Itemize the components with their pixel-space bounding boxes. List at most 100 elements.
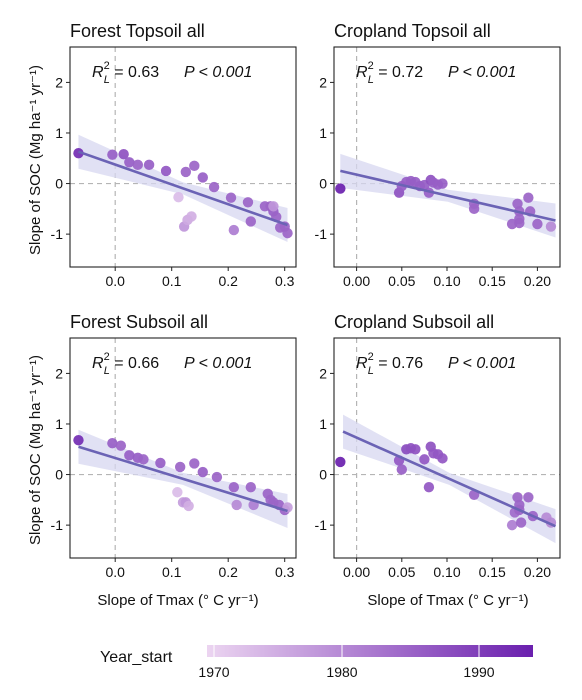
data-point [335,456,346,468]
data-point [545,221,557,232]
panel-title: Cropland Topsoil all [334,21,491,41]
y-tick-label: -1 [315,226,328,242]
y-tick-label: 0 [55,467,63,483]
data-point [172,487,183,498]
x-tick-label: 0.00 [343,564,370,580]
y-tick-label: 2 [319,74,327,90]
panel-title: Cropland Subsoil all [334,312,494,332]
x-tick-label: 0.3 [275,273,295,289]
data-point [186,211,197,222]
x-tick-label: 0.3 [275,564,295,580]
data-point [506,519,518,531]
data-point [73,148,84,159]
y-tick-label: 2 [55,365,63,381]
data-point [115,440,127,451]
y-tick-label: 1 [55,416,63,432]
r-squared-annotation: R2 L = 0.66 [92,351,159,377]
y-tick-label: -1 [51,517,64,533]
data-point [197,172,208,183]
y-tick-label: 1 [319,125,327,141]
data-point [107,149,118,160]
data-point [515,517,527,528]
data-point [180,166,192,178]
panel-forest-subsoil: Forest Subsoil all R2 L = 0.66 P < 0.001 -1 0… [51,312,297,580]
r-squared-annotation: R2 L = 0.63 [92,60,159,86]
x-tick-label: 0.20 [524,273,551,289]
legend-tick-label: 1980 [326,664,357,680]
p-value-annotation: P < 0.001 [448,355,516,372]
data-point [268,201,279,212]
data-point [245,481,256,493]
regression-line [340,169,556,222]
data-point [410,444,421,455]
r-squared-annotation: R2 L = 0.72 [356,60,423,86]
data-point [118,149,129,160]
regression-line [78,150,288,227]
y-tick-label: 0 [55,176,63,192]
data-point [419,454,430,465]
p-value-annotation: P < 0.001 [448,64,516,81]
data-point [228,481,240,493]
x-tick-label: 0.10 [433,564,460,580]
y-tick-label: -1 [51,226,64,242]
data-point [155,457,166,469]
data-point [523,192,534,203]
data-point [335,183,346,194]
y-tick-label: 0 [319,176,327,192]
y-tick-label: 1 [55,125,63,141]
x-tick-label: 0.10 [433,273,460,289]
data-point [189,458,200,469]
data-point [245,216,256,227]
panel-title: Forest Subsoil all [70,312,208,332]
y-axis-label-bottom: Slope of SOC (Mg ha⁻¹ yr⁻¹) [27,355,44,545]
data-point [242,197,254,208]
legend-colorbar [207,645,533,657]
data-point [143,159,155,171]
y-tick-label: 2 [319,365,327,381]
x-tick-label: 0.0 [105,564,125,580]
data-point [468,203,480,215]
x-tick-label: 0.20 [524,564,551,580]
data-point [107,437,118,449]
y-tick-label: 0 [319,467,327,483]
data-point [132,159,143,171]
data-point [225,192,237,203]
data-point [423,481,435,493]
x-axis-label-right: Slope of Tmax (° C yr⁻¹) [367,592,528,609]
y-tick-label: -1 [315,517,328,533]
regression-line [342,430,557,528]
panel-frame [69,337,297,559]
legend-tick-label: 1970 [198,664,229,680]
x-tick-label: 0.1 [162,273,182,289]
legend-tick-label: 1990 [463,664,494,680]
data-point [514,217,525,229]
color-legend: Year_start 1970 1980 1990 [100,645,533,680]
panel-title: Forest Topsoil all [70,21,205,41]
data-point [174,461,186,473]
data-point [437,453,448,464]
x-tick-label: 0.15 [479,564,506,580]
data-point [228,224,240,236]
data-point [208,181,220,193]
x-tick-label: 0.05 [388,564,415,580]
y-tick-label: 1 [319,416,327,432]
data-point [523,492,534,503]
data-point [437,178,448,189]
data-point [124,450,135,461]
data-point [73,434,84,446]
x-tick-label: 0.05 [388,273,415,289]
data-point [282,227,293,239]
p-value-annotation: P < 0.001 [184,355,252,372]
panel-frame [69,46,297,268]
x-tick-label: 0.00 [343,273,370,289]
data-point [231,499,242,511]
x-tick-label: 0.15 [479,273,506,289]
data-point [183,500,194,512]
legend-title: Year_start [100,649,173,666]
r-squared-annotation: R2 L = 0.76 [356,351,423,377]
p-value-annotation: P < 0.001 [184,64,252,81]
x-tick-label: 0.0 [105,273,125,289]
x-tick-label: 0.1 [162,564,182,580]
x-tick-label: 0.2 [218,273,238,289]
